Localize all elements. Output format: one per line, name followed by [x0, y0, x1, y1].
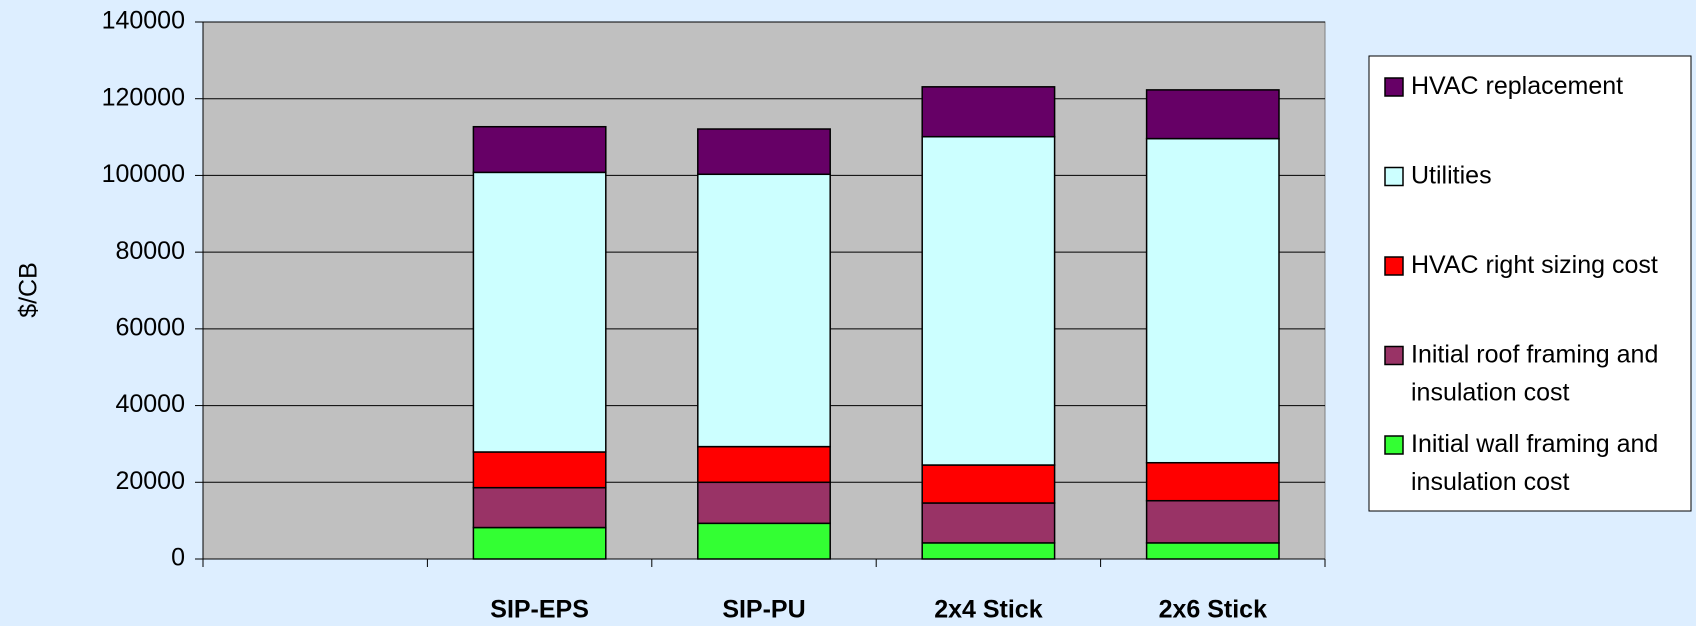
bar-segment [697, 522, 831, 560]
bar-segment [697, 481, 831, 525]
legend-label: HVAC replacement [1411, 72, 1623, 100]
bar-segment [1145, 542, 1280, 560]
legend-swatch [1384, 77, 1404, 97]
y-tick-label: 0 [171, 544, 185, 572]
bar-segment [1145, 461, 1280, 502]
bar-segment [1145, 89, 1280, 140]
bar-segment [921, 86, 1056, 138]
bar-segment [472, 171, 607, 453]
bar-segment [1145, 499, 1280, 544]
legend-box [1368, 55, 1692, 512]
legend-label: Utilities [1411, 161, 1492, 189]
legend-swatch [1384, 345, 1404, 366]
bar-segment [697, 445, 831, 484]
bar-segment [472, 125, 607, 174]
bar-segment [921, 502, 1056, 544]
bar-segment [921, 135, 1056, 466]
y-tick-label: 20000 [115, 467, 185, 495]
bar-segment [921, 464, 1056, 504]
legend-swatch [1384, 435, 1404, 455]
x-tick-label: 2x4 Stick [934, 596, 1043, 624]
legend-swatch [1384, 256, 1404, 276]
bar-segment [697, 173, 831, 448]
y-axis-label: $/CB [15, 262, 43, 318]
legend-swatch [1384, 166, 1404, 187]
bar-segment [921, 542, 1056, 560]
y-tick-label: 120000 [102, 83, 185, 111]
bar-segment [472, 526, 607, 560]
x-tick-label: SIP-EPS [490, 596, 589, 624]
y-tick-label: 140000 [102, 7, 185, 35]
y-tick-label: 80000 [115, 237, 185, 265]
x-tick-label: SIP-PU [722, 596, 805, 624]
y-tick-label: 40000 [115, 390, 185, 418]
bar-segment [697, 128, 831, 176]
legend-label: Initial roof framing and insulation cost [1411, 340, 1665, 406]
bar-segment [472, 486, 607, 529]
x-tick-label: 2x6 Stick [1159, 596, 1268, 624]
bar-segment [1145, 137, 1280, 464]
bar-segment [472, 451, 607, 489]
y-tick-label: 100000 [102, 160, 185, 188]
legend-label: HVAC right sizing cost [1411, 251, 1658, 279]
y-tick-label: 60000 [115, 313, 185, 341]
legend-label: Initial wall framing and insulation cost [1411, 430, 1665, 496]
